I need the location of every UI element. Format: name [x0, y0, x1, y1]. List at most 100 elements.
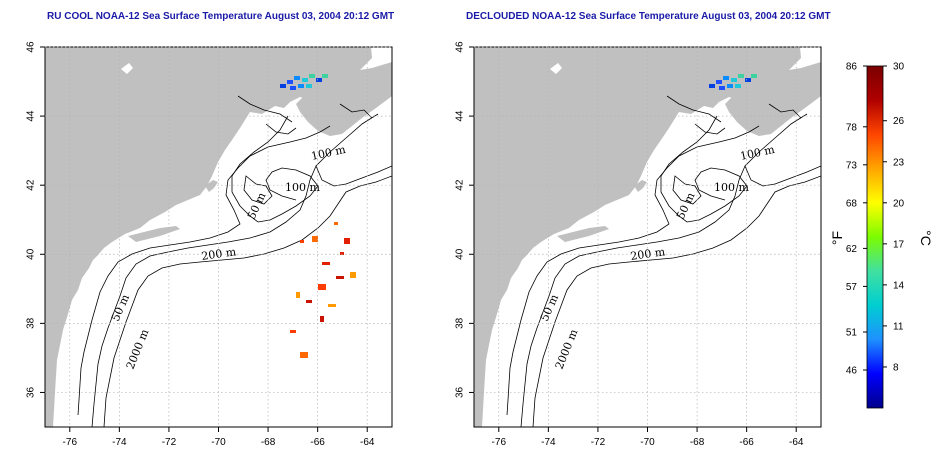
- latitude-tick-label: 46: [455, 41, 466, 53]
- sst-pixel: [320, 316, 324, 322]
- longitude-tick-label: -74: [112, 437, 127, 448]
- lake: [550, 63, 562, 74]
- latitude-tick-label: 36: [26, 386, 37, 398]
- sst-pixel: [294, 76, 300, 80]
- sst-pixel: [709, 84, 715, 88]
- sst-pixel: [296, 292, 300, 298]
- fahrenheit-tick-label: 68: [846, 198, 858, 209]
- sst-pixel: [298, 84, 304, 88]
- latitude-tick-label: 38: [26, 317, 37, 329]
- contour-lines: [77, 95, 392, 427]
- sst-pixel: [300, 352, 308, 358]
- contour-label-100m-lower: 100 m: [285, 181, 320, 194]
- contour-100m: [660, 115, 748, 223]
- longitude-tick-label: -68: [690, 437, 705, 448]
- sst-pixel: [290, 330, 296, 333]
- sst-pixel: [738, 74, 744, 78]
- graticule: [474, 46, 821, 427]
- sst-pixels: [709, 74, 757, 90]
- sst-pixel: [716, 80, 722, 84]
- fahrenheit-tick-label: 78: [846, 122, 858, 133]
- longitude-tick-label: -70: [640, 437, 655, 448]
- sst-pixel: [723, 76, 729, 80]
- temperature-colorbar: 86 78 73 68 62 57 51 46 30 26 23 20 17 14 11 8 °F °C: [829, 62, 934, 409]
- contour-shelf-loop: [666, 95, 802, 205]
- longitude-tick-label: -74: [541, 437, 556, 448]
- land-mass: [474, 47, 801, 427]
- sst-pixel: [334, 222, 338, 225]
- latitude-tick-label: 42: [455, 179, 466, 191]
- fahrenheit-tick-label: 73: [846, 160, 858, 171]
- contour-2000m: [103, 175, 392, 427]
- sst-pixel: [350, 272, 356, 278]
- celsius-tick-label: 20: [893, 198, 905, 209]
- sst-pixel: [735, 84, 741, 88]
- contour-shelf-loop: [237, 95, 373, 205]
- latitude-tick-label: 42: [26, 179, 37, 191]
- longitude-tick-label: -66: [739, 437, 754, 448]
- sst-pixel: [300, 240, 304, 243]
- colorbar-gradient: [866, 65, 884, 409]
- contour-2000m: [532, 175, 821, 427]
- latitude-tick-label: 36: [455, 386, 466, 398]
- longitude-tick-label: -76: [492, 437, 507, 448]
- celsius-tick-label: 23: [893, 157, 905, 168]
- contour-label-200m: 200 m: [630, 245, 667, 263]
- sst-pixel: [302, 78, 308, 82]
- contour-50m: [77, 125, 331, 416]
- latitude-tick-label: 44: [26, 110, 37, 122]
- latitude-tick-label: 44: [455, 110, 466, 122]
- graticule: [45, 46, 392, 427]
- celsius-tick-label: 26: [893, 116, 905, 127]
- fahrenheit-tick-label: 46: [846, 366, 858, 377]
- celsius-tick-label: 14: [893, 280, 905, 291]
- sst-pixel: [322, 262, 330, 265]
- celsius-unit-label: °C: [918, 230, 934, 246]
- latitude-tick-label: 38: [455, 317, 466, 329]
- longitude-tick-label: -64: [789, 437, 804, 448]
- sst-pixel: [322, 74, 328, 78]
- sst-pixel: [344, 238, 350, 244]
- cape-cod: [634, 180, 647, 192]
- land-mass: [45, 47, 372, 427]
- longitude-tick-label: -72: [591, 437, 606, 448]
- long-island: [128, 226, 180, 242]
- right-map-title: DECLOUDED NOAA-12 Sea Surface Temperatur…: [466, 11, 831, 22]
- nova-scotia: [725, 62, 821, 136]
- celsius-tick-label: 11: [893, 321, 904, 332]
- fahrenheit-ticks: 86 78 73 68 62 57 51 46: [846, 62, 867, 377]
- long-island: [557, 226, 609, 242]
- sst-pixel: [731, 78, 737, 82]
- contour-label-100m-lower: 100 m: [714, 181, 749, 194]
- sst-pixel: [719, 86, 725, 90]
- contour-label-200m: 200 m: [201, 245, 238, 263]
- longitude-tick-label: -66: [310, 437, 325, 448]
- latitude-tick-label: 40: [455, 248, 466, 260]
- cape-cod: [205, 180, 218, 192]
- fahrenheit-tick-label: 51: [846, 328, 858, 339]
- sst-pixel: [309, 74, 315, 78]
- fahrenheit-tick-label: 62: [846, 244, 858, 255]
- sst-pixel: [727, 84, 733, 88]
- sst-pixel: [287, 80, 293, 84]
- sst-pixel: [312, 236, 318, 242]
- longitude-tick-label: -64: [360, 437, 375, 448]
- axis-ticks: -76 -74 -72 -70 -68 -66 -64 36 38 40 42 44 46: [26, 41, 375, 448]
- longitude-tick-label: -68: [261, 437, 276, 448]
- celsius-tick-label: 30: [893, 62, 905, 73]
- sst-pixel: [336, 276, 344, 279]
- longitude-tick-label: -70: [211, 437, 226, 448]
- sst-pixel: [745, 78, 751, 82]
- sst-pixel: [306, 300, 312, 303]
- sst-pixel: [340, 252, 344, 255]
- longitude-tick-label: -72: [162, 437, 177, 448]
- latitude-tick-label: 40: [26, 248, 37, 260]
- sst-pixel: [316, 78, 322, 82]
- sst-pixels: [280, 74, 356, 358]
- nova-scotia: [296, 62, 392, 136]
- sst-pixel: [306, 84, 312, 88]
- fahrenheit-unit-label: °F: [829, 231, 845, 245]
